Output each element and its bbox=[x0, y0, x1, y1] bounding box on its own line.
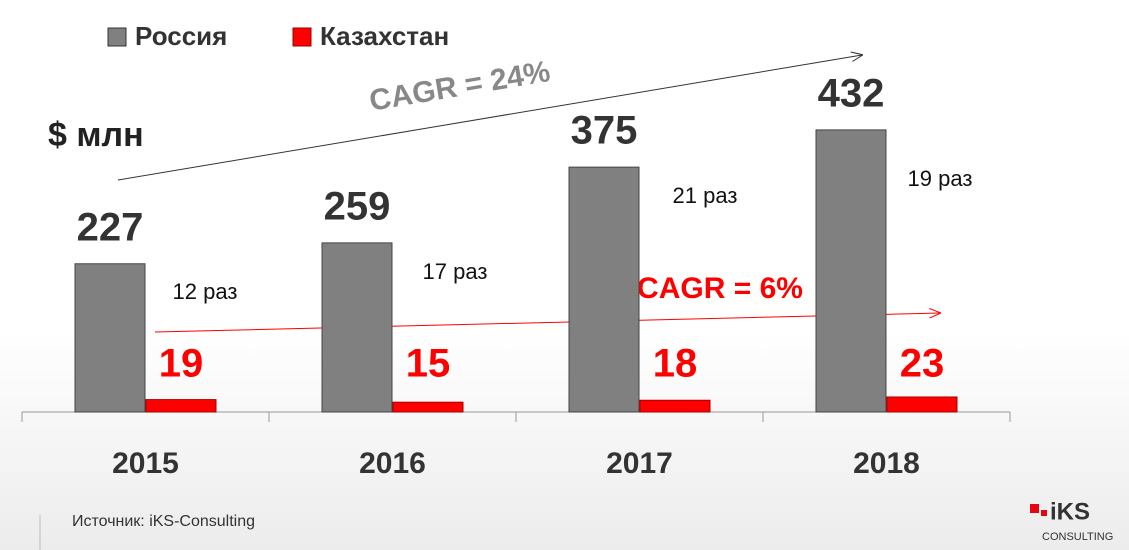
ratio-label: 19 раз bbox=[908, 166, 973, 191]
cagr-label: CAGR = 24% bbox=[367, 55, 553, 118]
legend-swatch bbox=[107, 27, 127, 47]
data-label: 15 bbox=[406, 342, 451, 386]
legend-label: Казахстан bbox=[320, 21, 449, 51]
bar bbox=[74, 263, 146, 413]
ratio-label: 21 раз bbox=[673, 183, 738, 208]
data-label: 227 bbox=[77, 205, 144, 249]
x-tick-label: 2015 bbox=[112, 447, 179, 480]
trend-arrow bbox=[154, 313, 940, 333]
ratio-label: 17 раз bbox=[423, 259, 488, 284]
x-tick-label: 2016 bbox=[359, 447, 426, 480]
data-label: 23 bbox=[900, 342, 945, 386]
bar bbox=[392, 401, 464, 413]
cagr-label: CAGR = 6% bbox=[637, 272, 803, 305]
bar bbox=[145, 399, 217, 413]
data-label: 432 bbox=[818, 71, 885, 115]
ratio-label: 12 раз bbox=[173, 279, 238, 304]
logo: iKS bbox=[1050, 498, 1090, 525]
data-label: 375 bbox=[571, 109, 638, 153]
bar bbox=[815, 129, 887, 413]
legend-label: Россия bbox=[135, 21, 227, 51]
bar bbox=[321, 242, 393, 413]
logo-mark bbox=[1030, 504, 1039, 513]
logo-mark bbox=[1041, 510, 1047, 516]
bar bbox=[639, 399, 711, 413]
data-label: 259 bbox=[324, 184, 391, 228]
bar bbox=[568, 166, 640, 413]
data-label: 18 bbox=[653, 342, 698, 386]
logo-sub: CONSULTING bbox=[1042, 531, 1113, 543]
x-tick-label: 2017 bbox=[606, 447, 673, 480]
unit-label: $ млн bbox=[48, 116, 144, 154]
bar bbox=[886, 396, 958, 413]
legend-swatch bbox=[292, 27, 312, 47]
data-label: 19 bbox=[159, 342, 204, 386]
source: Источник: iKS-Consulting bbox=[72, 513, 255, 530]
x-tick-label: 2018 bbox=[853, 447, 920, 480]
trend-arrow bbox=[117, 55, 862, 181]
